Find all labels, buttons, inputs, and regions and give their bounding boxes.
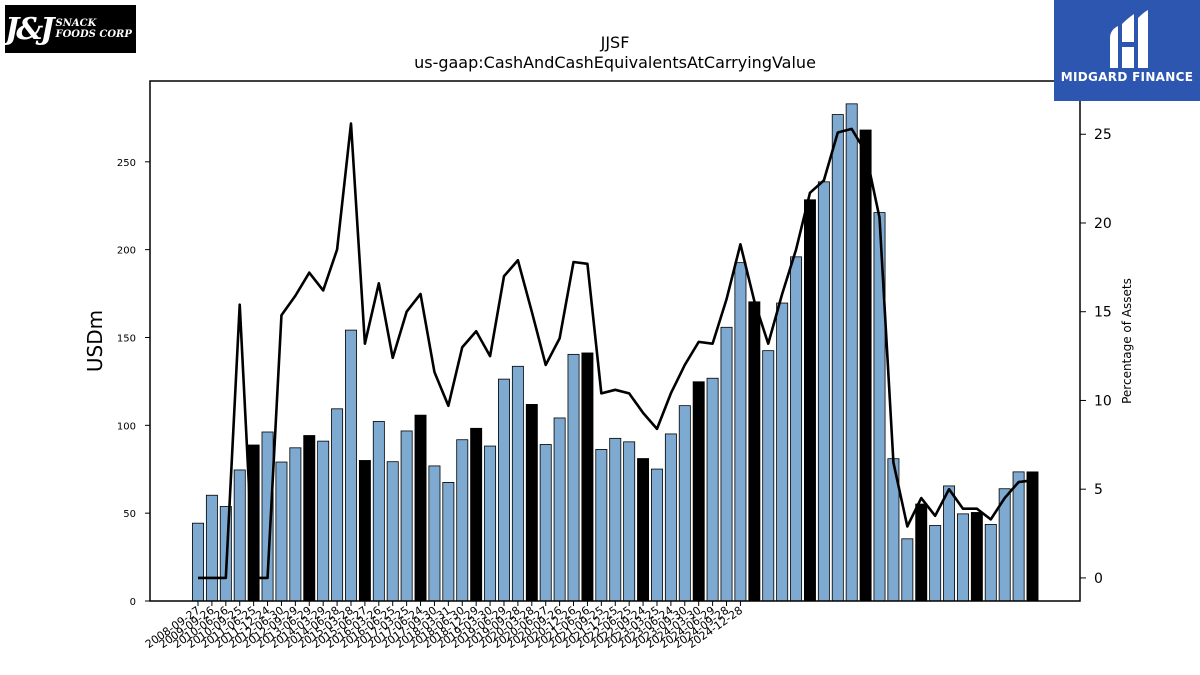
- y-tick-label: 0: [130, 597, 136, 608]
- bar: [831, 114, 844, 602]
- bar: [664, 433, 677, 602]
- bar: [734, 262, 747, 602]
- bar: [525, 404, 538, 602]
- y-axis-label: USDm: [83, 310, 107, 372]
- bar: [609, 437, 622, 602]
- midgard-finance-logo: MIDGARD FINANCE: [1054, 0, 1200, 101]
- bar: [915, 503, 928, 602]
- bar: [233, 469, 246, 602]
- jj-snack-foods-logo-text: SNACK FOODS CORP: [55, 18, 132, 40]
- y-tick-label: 100: [117, 421, 136, 432]
- y-tick-label: 50: [123, 509, 136, 520]
- bar: [637, 458, 650, 602]
- bar: [414, 414, 427, 602]
- bar: [970, 512, 983, 602]
- bar: [400, 430, 413, 602]
- bar: [790, 256, 803, 602]
- bar: [692, 381, 705, 602]
- bar: [358, 460, 371, 602]
- bar: [859, 129, 872, 602]
- bar: [553, 417, 566, 602]
- bar: [1026, 471, 1039, 602]
- bar: [581, 352, 594, 602]
- bar: [456, 439, 469, 602]
- bar: [205, 494, 218, 602]
- chart-title: JJSF: [600, 33, 630, 52]
- bar: [511, 365, 524, 602]
- bar: [470, 427, 483, 602]
- bar: [484, 445, 497, 602]
- y2-tick-label: 0: [1094, 571, 1103, 587]
- bar: [804, 199, 816, 602]
- bar-series: [192, 103, 1039, 602]
- bar: [748, 301, 761, 602]
- bar: [943, 485, 956, 602]
- x-axis: 2008-09-272009-09-262010-06-262010-09-25…: [143, 601, 745, 651]
- bar: [817, 181, 830, 602]
- bar: [651, 468, 663, 602]
- line-series-path: [198, 122, 1033, 580]
- bar: [623, 441, 636, 602]
- bar: [289, 447, 302, 602]
- y-tick-label: 200: [117, 246, 136, 257]
- bar: [706, 377, 719, 602]
- chart-subtitle: us-gaap:CashAndCashEquivalentsAtCarrying…: [414, 53, 816, 72]
- bar: [428, 465, 441, 602]
- bar: [539, 444, 552, 602]
- y2-tick-label: 5: [1094, 482, 1103, 498]
- jj-snack-foods-logo-icon: J&J: [5, 11, 55, 47]
- bar: [1012, 471, 1025, 602]
- bar: [678, 405, 691, 602]
- bar: [372, 421, 385, 602]
- bar: [192, 522, 204, 602]
- bar: [845, 103, 858, 602]
- bar: [442, 482, 455, 602]
- midgard-emblem-icon: [1110, 10, 1148, 68]
- bar: [331, 408, 344, 602]
- midgard-finance-text: MIDGARD FINANCE: [1060, 70, 1194, 84]
- y2-tick-label: 20: [1094, 216, 1112, 232]
- bar: [303, 435, 316, 602]
- bar: [498, 378, 510, 602]
- y2-tick-label: 15: [1094, 305, 1112, 321]
- y2-tick-label: 10: [1094, 393, 1112, 409]
- y-axis-right: 0 5 10 15 20 25: [1080, 127, 1112, 587]
- bar: [720, 326, 733, 602]
- y-tick-label: 250: [117, 158, 136, 169]
- jj-snack-foods-logo: J&J SNACK FOODS CORP: [5, 5, 136, 53]
- bar: [776, 302, 789, 602]
- bar: [901, 538, 914, 602]
- bar: [984, 524, 997, 602]
- bar: [345, 329, 357, 602]
- bar: [762, 350, 775, 602]
- y-tick-label: 150: [117, 333, 136, 344]
- bar: [595, 448, 608, 602]
- y2-axis-label: Percentage of Assets: [1120, 278, 1134, 404]
- bar: [275, 461, 288, 602]
- bar: [567, 353, 580, 602]
- y-axis-left: 0 50 100 150 200 250: [117, 158, 150, 608]
- bar: [317, 440, 330, 602]
- bar: [386, 461, 399, 602]
- line-series: [198, 122, 1033, 580]
- bar: [956, 513, 969, 602]
- bar: [929, 525, 942, 602]
- y2-tick-label: 25: [1094, 127, 1112, 143]
